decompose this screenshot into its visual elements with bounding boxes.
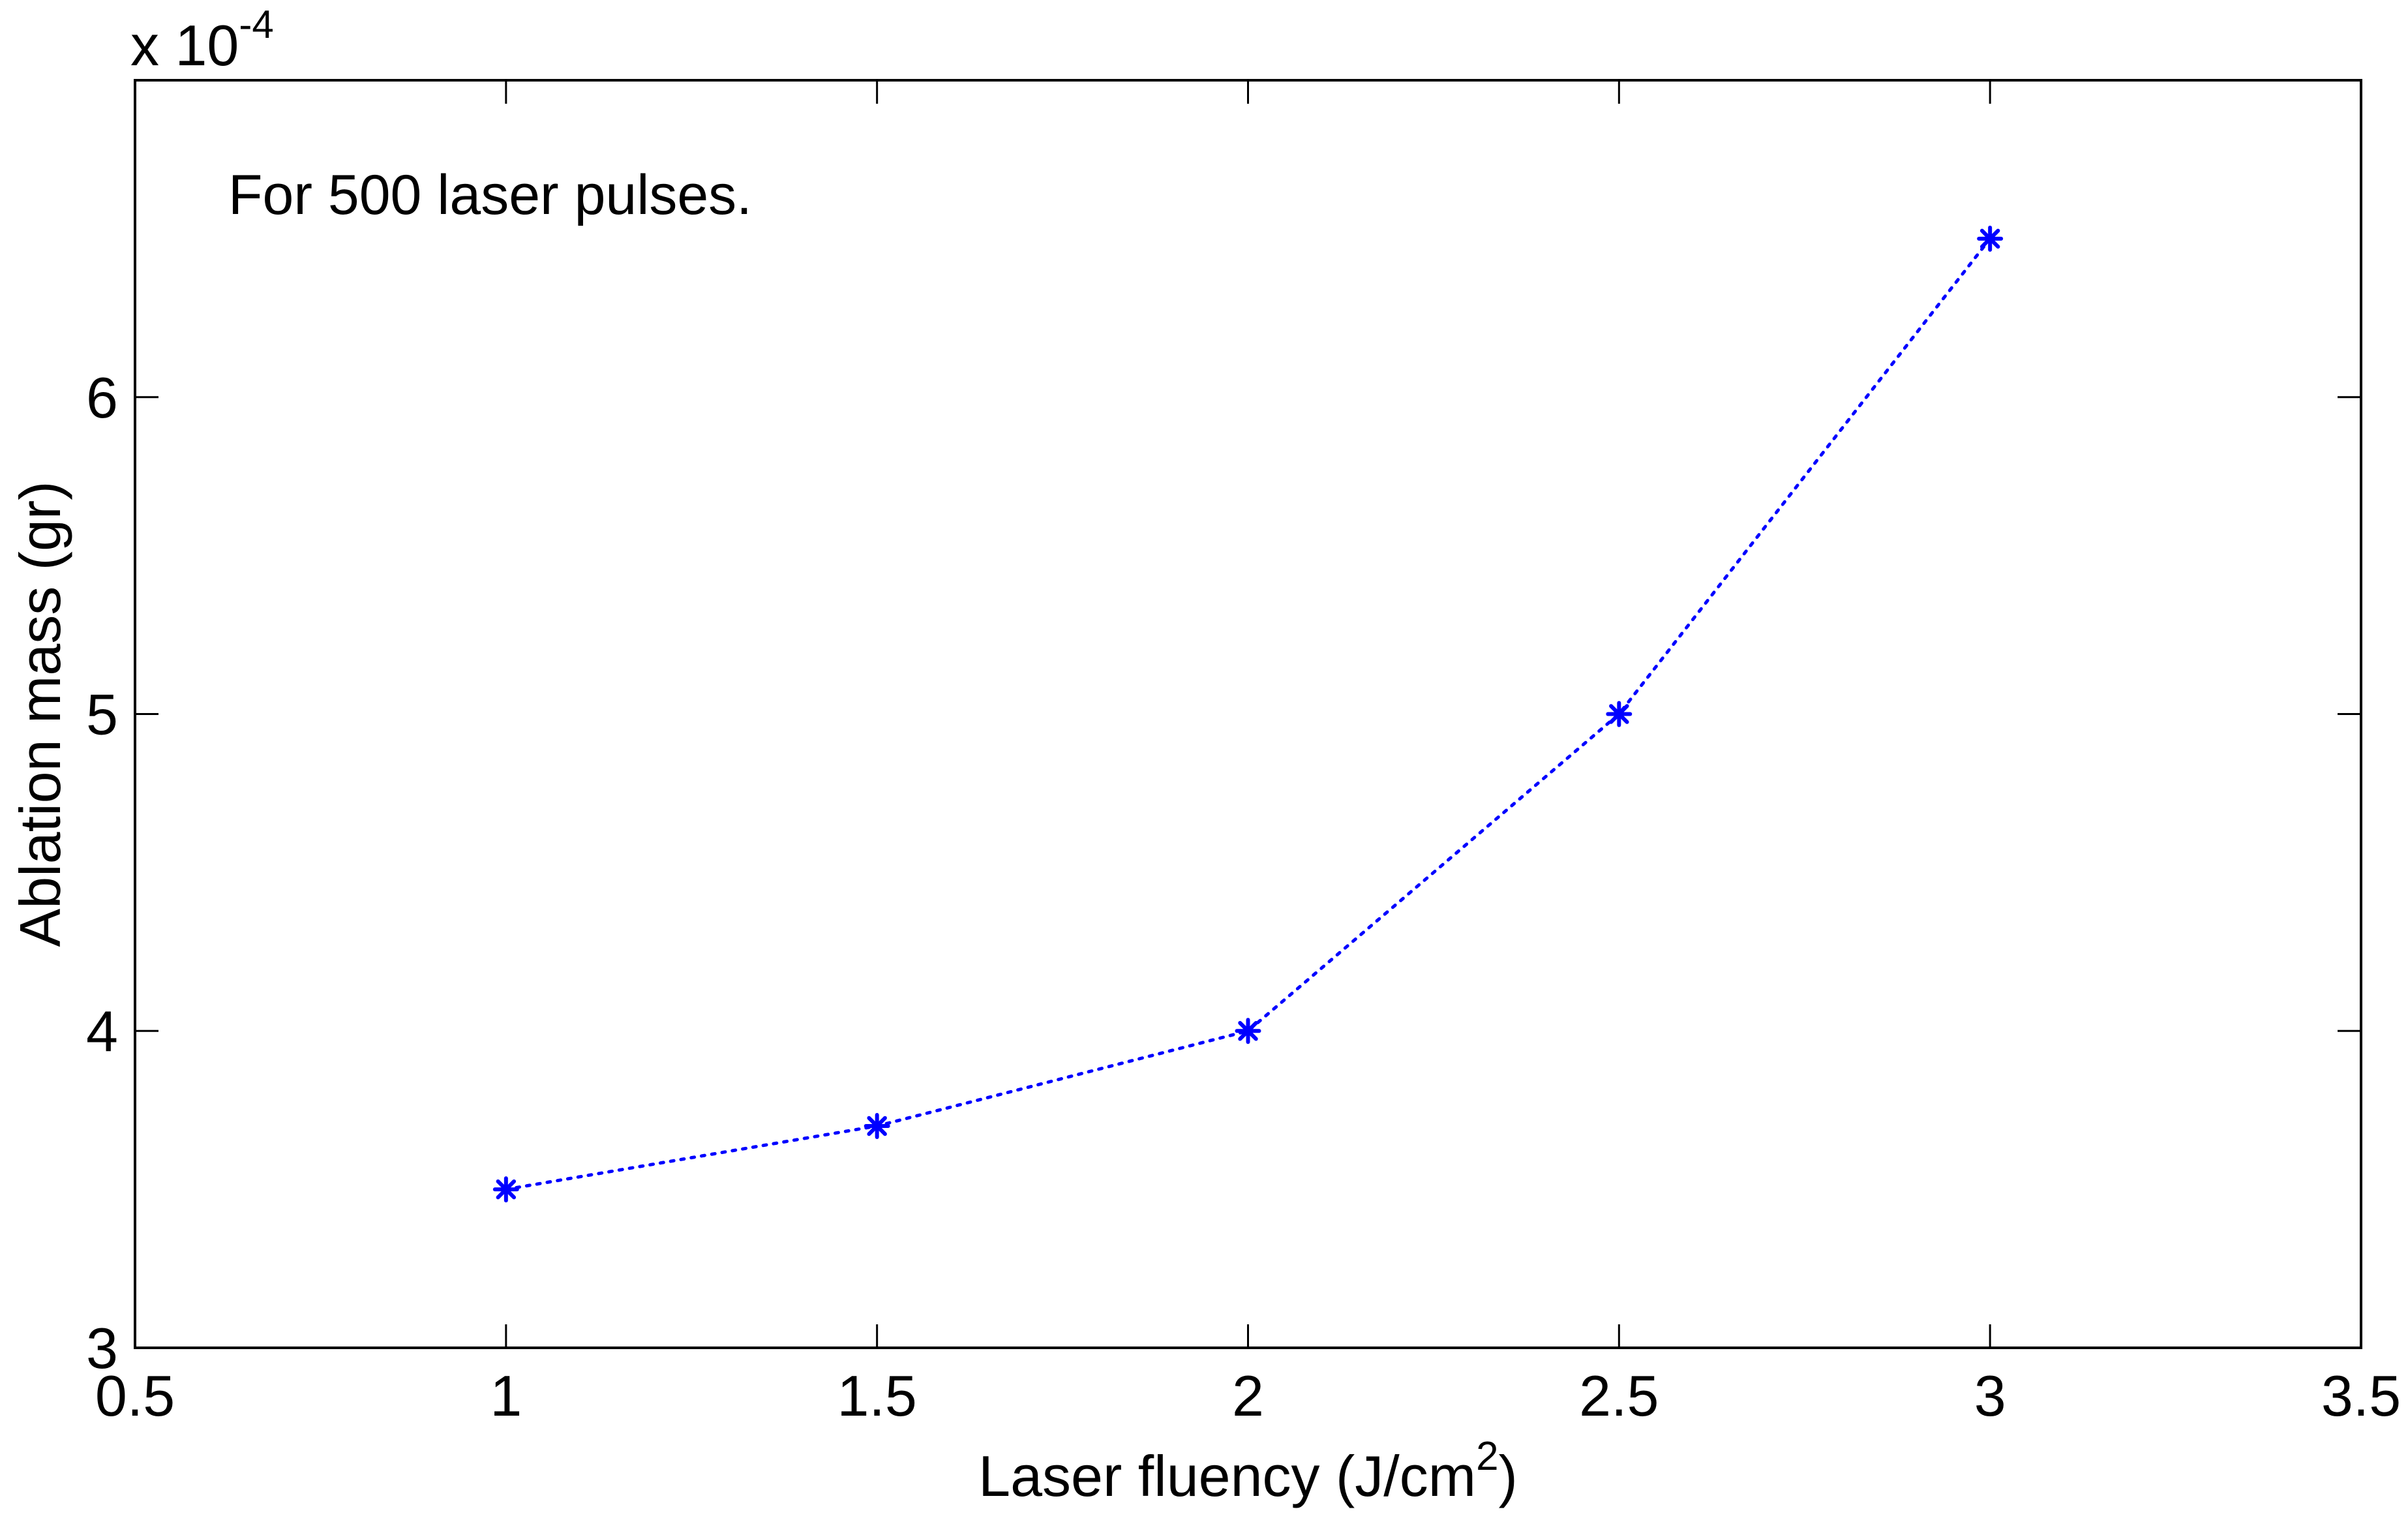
x-axis-label-superscript: 2 xyxy=(1476,1434,1498,1479)
series-line xyxy=(504,237,1992,1191)
data-point-marker xyxy=(1606,701,1633,727)
y-axis-label: Ablation mass (gr) xyxy=(8,481,72,947)
x-axis-label-main: Laser fluency (J/cm xyxy=(978,1444,1476,1508)
x-tick-label: 2.5 xyxy=(1579,1363,1659,1428)
data-point-marker xyxy=(492,1176,519,1203)
x-axis-label-suffix: ) xyxy=(1499,1444,1518,1508)
data-point-marker xyxy=(1977,225,2004,252)
annotation-text: For 500 laser pulses. xyxy=(228,164,752,226)
y-tick-label: 3 xyxy=(86,1316,118,1380)
x-tick-label: 1 xyxy=(490,1363,522,1428)
y-multiplier-exponent: -4 xyxy=(239,3,273,46)
labels-layer: 0.5 1 1.5 2 2.5 3 3.5 3 4 5 6 xyxy=(86,365,2401,1428)
x-tick-label: 3.5 xyxy=(2321,1363,2401,1428)
data-point-marker xyxy=(864,1112,890,1139)
x-tick-label: 2 xyxy=(1232,1363,1264,1428)
x-axis-label: Laser fluency (J/cm2) xyxy=(978,1434,1518,1508)
x-tick-label: 1.5 xyxy=(837,1363,916,1428)
x-tick-label: 0.5 xyxy=(95,1363,175,1428)
x-tick-label: 3 xyxy=(1974,1363,2006,1428)
y-tick-label: 4 xyxy=(86,999,118,1063)
y-multiplier-label: x 10-4 xyxy=(130,3,274,78)
y-tick-label: 6 xyxy=(86,365,118,430)
plot-frame xyxy=(134,79,2362,1349)
series-layer xyxy=(492,225,2004,1203)
data-point-marker xyxy=(1235,1018,1261,1044)
y-tick-label: 5 xyxy=(86,682,118,747)
y-multiplier-prefix: x 10 xyxy=(130,13,239,78)
